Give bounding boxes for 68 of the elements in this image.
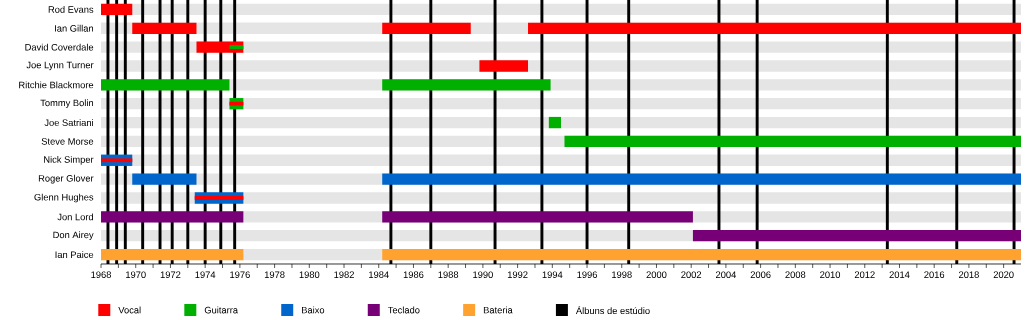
x-tick-label: 1972 bbox=[160, 271, 181, 278]
x-tick-label: 2008 bbox=[785, 271, 806, 278]
x-tick-label: 2006 bbox=[750, 271, 771, 278]
bar bbox=[132, 173, 197, 185]
x-tick-label: 1982 bbox=[334, 271, 354, 278]
bar bbox=[229, 101, 244, 106]
bar bbox=[101, 3, 133, 16]
bar bbox=[692, 230, 1021, 242]
bar bbox=[564, 135, 1021, 148]
bar bbox=[382, 173, 1021, 185]
x-tick-label: 1978 bbox=[264, 271, 285, 278]
bar bbox=[229, 45, 244, 50]
x-tick-label: 1986 bbox=[403, 271, 424, 278]
y-tick-label: Nick Simper bbox=[44, 155, 94, 165]
y-tick-label: Steve Morse bbox=[41, 138, 94, 145]
x-tick-label: 1994 bbox=[542, 271, 563, 278]
y-tick-label: Ian Gillan bbox=[55, 24, 94, 32]
x-tick-label: 2004 bbox=[715, 271, 737, 278]
x-tick-label: 2020 bbox=[993, 271, 1014, 278]
y-tick-label: Ritchie Blackmore bbox=[19, 81, 94, 89]
bar bbox=[382, 79, 551, 91]
x-tick-label: 2002 bbox=[681, 271, 702, 278]
y-tick-label: Ian Paice bbox=[55, 251, 94, 258]
x-tick-label: 2018 bbox=[959, 271, 979, 278]
bar bbox=[382, 248, 1021, 261]
bar bbox=[382, 22, 471, 34]
bar bbox=[548, 116, 561, 129]
x-tick-label: 2014 bbox=[889, 271, 910, 278]
y-tick-label: Glenn Hughes bbox=[34, 193, 94, 203]
bar bbox=[101, 211, 244, 223]
x-tick-label: 1968 bbox=[91, 271, 111, 278]
legend-label: Vocal bbox=[118, 306, 141, 314]
y-tick-label: Don Airey bbox=[53, 231, 94, 241]
x-tick-label: 1996 bbox=[577, 271, 597, 278]
y-tick-label: Joe Lynn Turner bbox=[26, 61, 94, 71]
x-tick-label: 1992 bbox=[507, 271, 528, 278]
x-tick-label: 1976 bbox=[230, 271, 250, 278]
bar bbox=[101, 79, 230, 91]
y-tick-label: Roger Glover bbox=[38, 174, 94, 184]
x-tick-label: 2016 bbox=[924, 271, 945, 278]
bar bbox=[382, 211, 693, 223]
x-tick-label: 1998 bbox=[612, 271, 632, 278]
y-tick-label: Tommy Bolin bbox=[40, 99, 94, 109]
bar bbox=[132, 22, 197, 34]
bar bbox=[194, 196, 244, 200]
legend-label: Teclado bbox=[387, 306, 420, 314]
x-tick-label: 1980 bbox=[299, 271, 320, 278]
x-tick-label: 2000 bbox=[646, 271, 667, 278]
legend-label: Bateria bbox=[483, 306, 513, 314]
legend-label: Baixo bbox=[302, 306, 325, 314]
x-tick-label: 1990 bbox=[473, 271, 493, 278]
x-tick-label: 2012 bbox=[854, 271, 875, 278]
y-tick-label: David Coverdale bbox=[25, 43, 94, 51]
bar bbox=[101, 248, 244, 261]
y-tick-label: Jon Lord bbox=[57, 213, 94, 221]
x-tick-label: 1988 bbox=[438, 271, 459, 278]
x-tick-label: 1974 bbox=[195, 271, 216, 278]
x-tick-label: 1970 bbox=[126, 271, 146, 278]
y-tick-label: Rod Evans bbox=[48, 6, 94, 13]
x-tick-label: 1984 bbox=[369, 271, 389, 278]
x-tick-label: 2010 bbox=[820, 271, 841, 278]
y-tick-label: Joe Satriani bbox=[44, 119, 93, 126]
bar bbox=[196, 41, 244, 53]
legend-label: Guitarra bbox=[204, 306, 239, 314]
bar bbox=[479, 60, 529, 72]
bar bbox=[528, 22, 1021, 34]
text: Álbuns de estúdio bbox=[575, 305, 650, 315]
bar bbox=[101, 158, 133, 163]
